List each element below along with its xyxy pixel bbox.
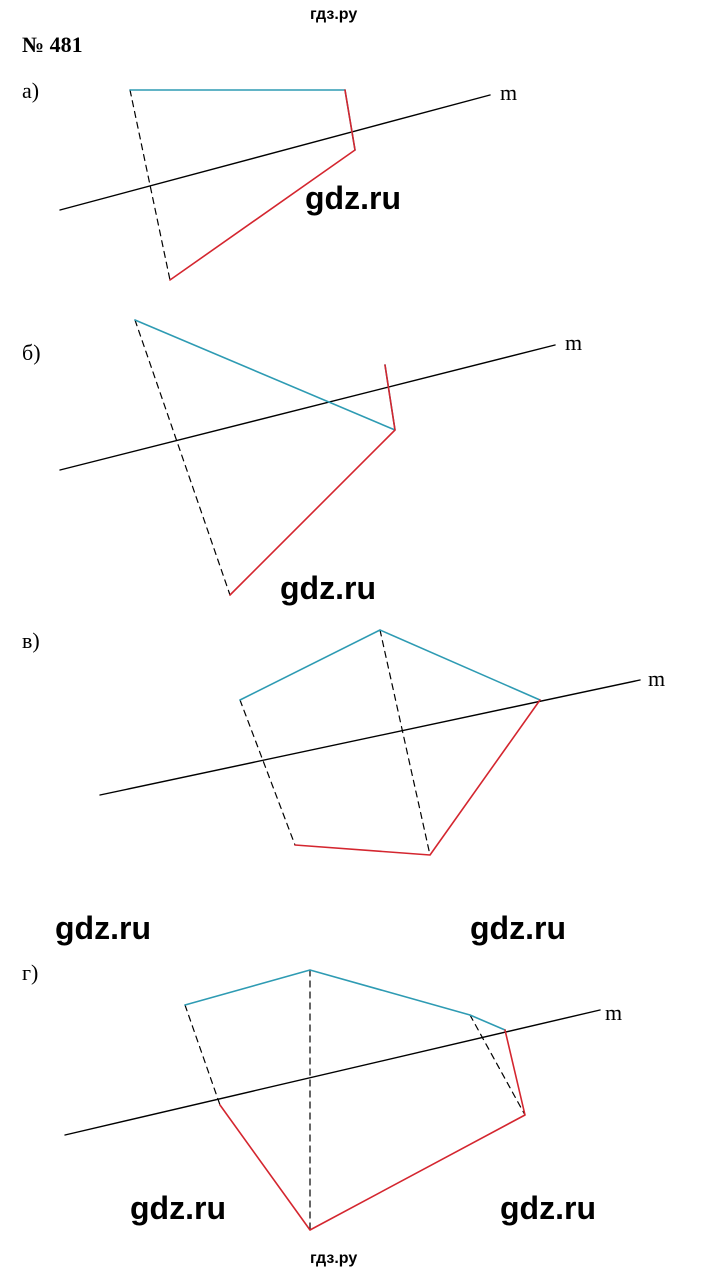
page-root: № 481 а) б) в) г) m m m m гдз.руgdz.rugd… <box>0 0 720 1271</box>
geometry-canvas <box>0 0 720 1271</box>
